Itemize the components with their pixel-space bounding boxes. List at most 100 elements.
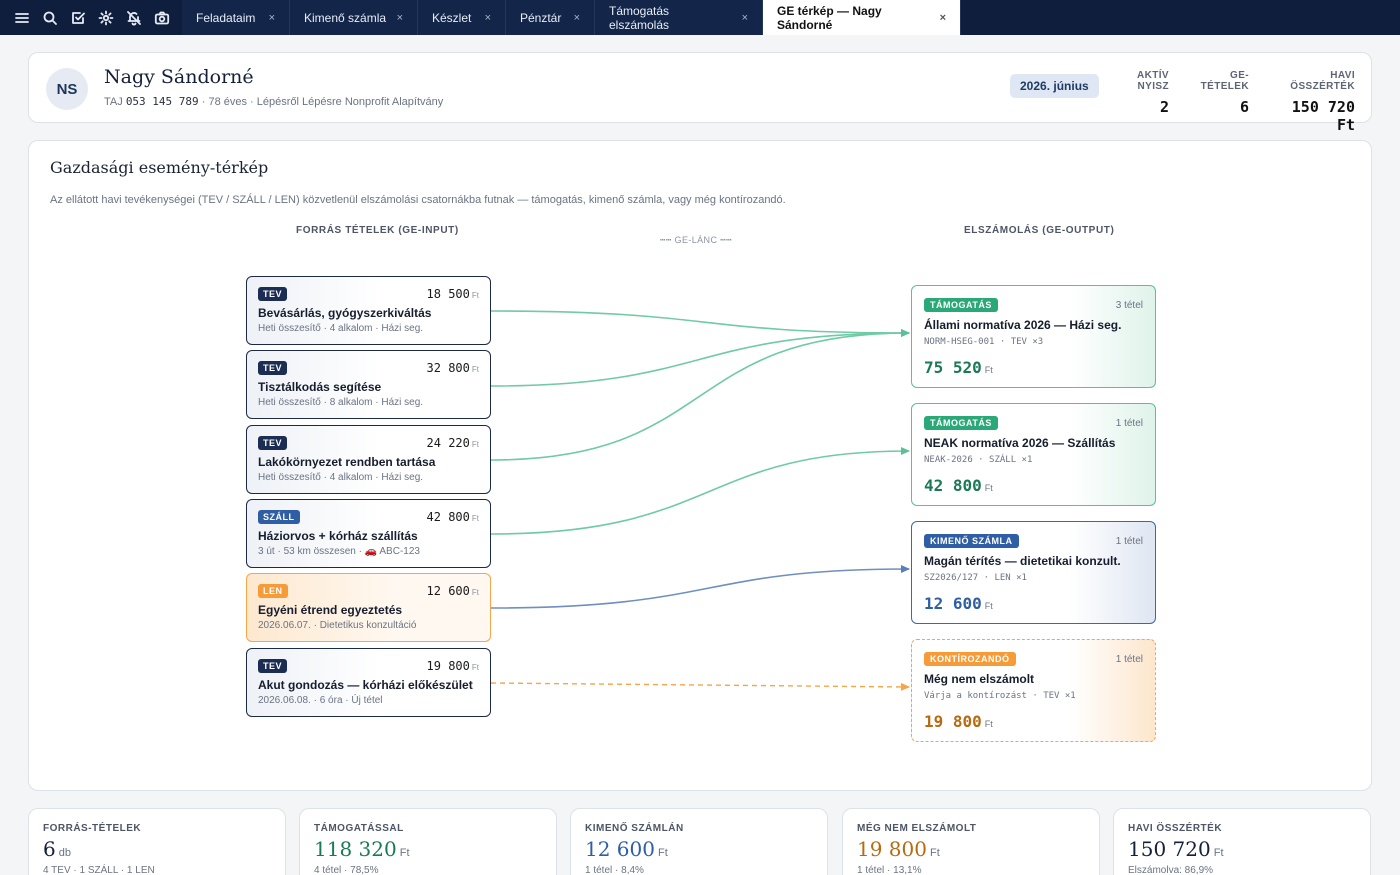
amount-value: 24 220 <box>426 436 470 450</box>
flow-line <box>490 310 910 337</box>
tab-penztar[interactable]: Pénztár × <box>506 0 595 35</box>
camera-icon[interactable] <box>148 0 176 35</box>
item-count: 1 tétel <box>1115 418 1143 429</box>
kpi-sub: Elszámolva: 86,9% <box>1128 865 1214 875</box>
gear-icon[interactable] <box>92 0 120 35</box>
target-name: Állami normatíva 2026 — Házi seg. <box>924 318 1122 332</box>
menu-icon[interactable] <box>8 0 36 35</box>
kpi-value: 6 db <box>43 837 71 861</box>
kpi-unit: Ft <box>1213 847 1224 859</box>
toolbar-icons <box>0 0 182 35</box>
search-icon[interactable] <box>36 0 64 35</box>
source-item[interactable]: TEV 32 800 Ft Tisztálkodás segítése Heti … <box>246 350 491 419</box>
stat-ge-tetelek: GE-TÉTELEK 6 <box>1187 70 1249 116</box>
tab-label: Készlet <box>432 10 472 25</box>
kpi-havi-osszertek: HAVI ÖSSZÉRTÉK 150 720 Ft Elszámolva: 86,… <box>1113 808 1371 875</box>
stat-label: GE-TÉTELEK <box>1200 70 1249 92</box>
channel-badge: TÁMOGATÁS <box>924 416 998 430</box>
channel-badge: KONTÍROZANDÓ <box>924 652 1016 666</box>
source-item[interactable]: TEV 19 800 Ft Akut gondozás — kórházi elő… <box>246 648 491 717</box>
task-check-icon[interactable] <box>64 0 92 35</box>
flow-line <box>490 565 910 609</box>
tab-label: Feladataim <box>196 10 256 25</box>
kpi-number: 19 800 <box>857 837 927 861</box>
tab-label: Támogatás elszámolás <box>609 3 670 32</box>
source-sub: 2026.06.08. · 6 óra · Új tétel <box>258 695 383 706</box>
source-sub: 3 út · 53 km összesen · 🚗 ABC-123 <box>258 546 420 557</box>
source-name: Lakókörnyezet rendben tartása <box>258 455 436 469</box>
source-sub: Heti összesítő · 4 alkalom · Házi seg. <box>258 472 424 483</box>
bell-off-icon[interactable] <box>120 0 148 35</box>
top-bar: Feladataim × Kimenő számla × Készlet × P… <box>0 0 1400 35</box>
target-code: Várja a kontírozást · TEV ×1 <box>924 691 1076 701</box>
close-icon[interactable]: × <box>939 11 946 24</box>
source-name: Bevásárlás, gyógyszerkiváltás <box>258 306 432 320</box>
target-name: NEAK normatíva 2026 — Szállítás <box>924 436 1116 450</box>
close-icon[interactable]: × <box>396 11 403 24</box>
source-item[interactable]: TEV 24 220 Ft Lakókörnyezet rendben tartá… <box>246 425 491 494</box>
kpi-sub: 1 tétel · 8,4% <box>585 865 644 875</box>
tab-feladataim[interactable]: Feladataim × <box>182 0 290 35</box>
event-map-card: Gazdasági esemény-térkép Az ellátott hav… <box>28 140 1372 791</box>
kpi-number: 150 720 <box>1128 837 1211 861</box>
kpi-meg-nem-elszamolt: MÉG NEM ELSZÁMOLT 19 800 Ft 1 tétel · 13,… <box>842 808 1100 875</box>
tab-label: GE térkép — Nagy Sándorné <box>777 3 882 32</box>
currency: Ft <box>984 365 993 375</box>
map-title: Gazdasági esemény-térkép <box>50 158 269 177</box>
flow-line <box>490 329 910 387</box>
tab-label: Pénztár <box>520 10 562 25</box>
kpi-kimeno-szamlan: KIMENŐ SZÁMLÁN 12 600 Ft 1 tétel · 8,4% <box>570 808 828 875</box>
currency: Ft <box>471 365 479 374</box>
source-amount: 32 800 Ft <box>427 361 479 375</box>
amount-value: 12 600 <box>924 594 982 613</box>
source-amount: 19 800 Ft <box>427 659 479 673</box>
close-icon[interactable]: × <box>268 11 275 24</box>
amount-value: 42 800 <box>426 510 470 524</box>
source-amount: 18 500 Ft <box>427 287 479 301</box>
type-badge: SZÁLL <box>258 510 300 524</box>
target-code: NORM-HSEG-001 · TEV ×3 <box>924 337 1044 347</box>
target-item[interactable]: KIMENŐ SZÁMLA 1 tétel Magán térítés — di… <box>911 521 1156 624</box>
patient-name: Nagy Sándorné <box>104 66 254 88</box>
tab-keszlet[interactable]: Készlet × <box>418 0 506 35</box>
target-item[interactable]: TÁMOGATÁS 1 tétel NEAK normatíva 2026 — … <box>911 403 1156 506</box>
tab-ge-terkep[interactable]: GE térkép — Nagy Sándorné × <box>763 0 961 35</box>
flow-line <box>490 329 910 461</box>
close-icon[interactable]: × <box>484 11 491 24</box>
kpi-unit: Ft <box>657 847 668 859</box>
flow-line <box>490 447 910 535</box>
kpi-tamogatassal: TÁMOGATÁSSAL 118 320 Ft 4 tétel · 78,5% <box>299 808 557 875</box>
target-item[interactable]: KONTÍROZANDÓ 1 tétel Még nem elszámolt V… <box>911 639 1156 742</box>
amount-value: 19 800 <box>924 712 982 731</box>
kpi-unit: Ft <box>929 847 940 859</box>
kpi-sub: 4 TEV · 1 SZÁLL · 1 LEN <box>43 865 155 875</box>
currency: Ft <box>984 601 993 611</box>
kpi-value: 118 320 Ft <box>314 837 410 861</box>
kpi-sub: 1 tétel · 13,1% <box>857 865 922 875</box>
type-badge: LEN <box>258 584 288 598</box>
item-count: 1 tétel <box>1115 536 1143 547</box>
amount-value: 19 800 <box>426 659 470 673</box>
tab-tamogatas-elszamolas[interactable]: Támogatás elszámolás × <box>595 0 763 35</box>
currency: Ft <box>984 719 993 729</box>
tab-kimeno-szamla[interactable]: Kimenő számla × <box>290 0 418 35</box>
kpi-number: 118 320 <box>314 837 397 861</box>
target-code: SZ2026/127 · LEN ×1 <box>924 573 1027 583</box>
month-selector[interactable]: 2026. június <box>1010 74 1099 98</box>
channel-badge: TÁMOGATÁS <box>924 298 998 312</box>
close-icon[interactable]: × <box>741 11 748 24</box>
kpi-forras-tetelek: FORRÁS-TÉTELEK 6 db 4 TEV · 1 SZÁLL · 1 L… <box>28 808 286 875</box>
kpi-label: FORRÁS-TÉTELEK <box>43 823 142 834</box>
source-item[interactable]: LEN 12 600 Ft Egyéni étrend egyeztetés 20… <box>246 573 491 642</box>
source-item[interactable]: SZÁLL 42 800 Ft Háziorvos + kórház szállí… <box>246 499 491 568</box>
close-icon[interactable]: × <box>573 11 580 24</box>
source-item[interactable]: TEV 18 500 Ft Bevásárlás, gyógyszerkivált… <box>246 276 491 345</box>
stat-label: AKTÍV NYISZ <box>1137 70 1169 92</box>
source-name: Akut gondozás — kórházi előkészület <box>258 678 473 692</box>
amount-value: 18 500 <box>426 287 470 301</box>
source-name: Háziorvos + kórház szállítás <box>258 529 418 543</box>
target-item[interactable]: TÁMOGATÁS 3 tétel Állami normatíva 2026 … <box>911 285 1156 388</box>
stat-value: 150 720 Ft <box>1291 98 1355 134</box>
target-amount: 12 600 Ft <box>924 594 993 613</box>
kpi-label: TÁMOGATÁSSAL <box>314 823 404 834</box>
